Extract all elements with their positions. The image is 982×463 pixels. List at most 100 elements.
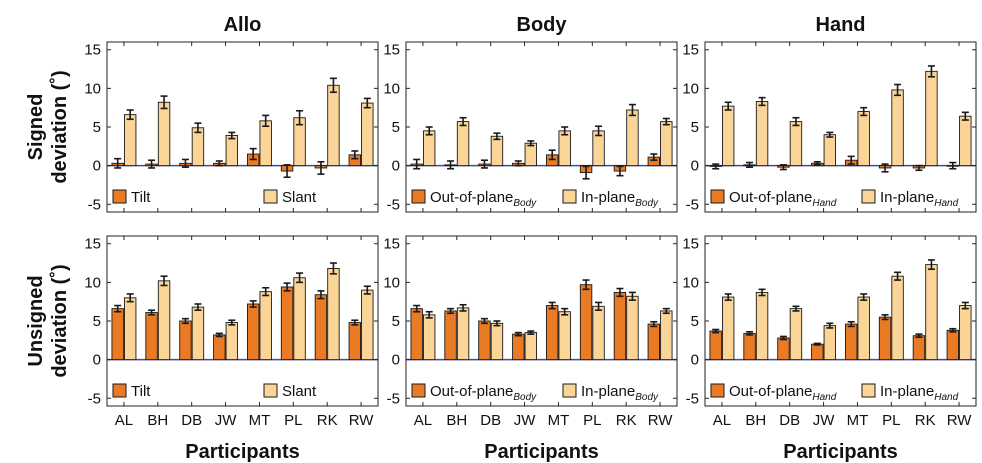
bar-a-RW [946, 329, 960, 361]
bar-b-MT [259, 291, 272, 361]
bar-b-RK [327, 84, 340, 167]
bar-b-PL [891, 89, 904, 167]
bar-b-RK [925, 264, 938, 361]
legend-label-main: Out-of-plane [729, 383, 812, 400]
x-tick-label: RW [349, 412, 375, 429]
y-tick-label: 5 [93, 313, 101, 330]
x-tick-label: MT [548, 412, 570, 429]
bar-a-AL [709, 330, 722, 361]
y-tick-label: -5 [88, 196, 101, 213]
legend-label-main: Out-of-plane [430, 383, 513, 400]
legend-label: Out-of-planeBody [430, 189, 537, 209]
legend-label-main: In-plane [880, 383, 934, 400]
x-tick-label: BH [745, 412, 766, 429]
bar-b-RW [660, 310, 673, 361]
chart-title: Body [517, 14, 568, 36]
legend-label-subscript: Hand [812, 198, 836, 209]
y-axis-label-signed: Signed deviation (˚) [25, 70, 71, 183]
bar-b-BH [456, 121, 470, 167]
bar-b-JW [225, 135, 239, 167]
y-tick-label: 10 [682, 80, 699, 97]
x-axis-label: Participants [783, 441, 897, 463]
y-tick-label: 0 [392, 352, 400, 369]
y-tick-label: -5 [387, 390, 400, 407]
y-tick-label: 0 [93, 352, 101, 369]
bar-b-RW [959, 115, 972, 167]
bar-a-DB [777, 337, 790, 361]
legend-label-subscript: Hand [812, 392, 836, 403]
x-tick-label: JW [215, 412, 238, 429]
x-axis-label: Participants [484, 441, 598, 463]
y-tick-label: 10 [383, 274, 400, 291]
legend-label-subscript: Body [635, 392, 659, 403]
y-tick-label: 5 [691, 119, 699, 136]
x-tick-label: PL [583, 412, 601, 429]
bar-b-JW [524, 332, 538, 361]
legend-label-main: In-plane [581, 189, 635, 206]
x-axis-label: Participants [185, 441, 299, 463]
legend-swatch [562, 189, 577, 204]
bar-b-RK [925, 70, 938, 167]
bar-a-DB [478, 320, 491, 361]
x-tick-label: BH [147, 412, 168, 429]
x-tick-label: PL [284, 412, 302, 429]
bar-a-PL [878, 316, 892, 361]
y-tick-label: 0 [392, 158, 400, 175]
legend-label-subscript: Body [513, 392, 537, 403]
y-tick-label: 10 [84, 274, 101, 291]
x-tick-label: MT [249, 412, 271, 429]
bar-b-AL [721, 105, 735, 167]
bar-b-PL [891, 275, 904, 361]
legend-label-main: Tilt [131, 189, 151, 206]
bar-b-PL [293, 277, 306, 361]
x-tick-label: RK [616, 412, 637, 429]
bar-b-RK [626, 109, 639, 167]
bar-b-BH [157, 101, 171, 167]
legend-label: In-planeHand [880, 383, 959, 403]
bar-b-AL [123, 297, 137, 361]
bar-b-DB [490, 135, 504, 167]
bar-b-MT [857, 296, 870, 361]
bar-b-BH [157, 280, 171, 361]
y-axis-label-line: deviation (˚) [48, 264, 71, 377]
legend-label-subscript: Hand [934, 392, 958, 403]
bar-a-RK [314, 294, 328, 361]
bar-b-JW [823, 325, 837, 361]
bar-a-JW [512, 333, 525, 361]
bar-b-JW [823, 134, 837, 167]
legend-label-subscript: Body [635, 198, 659, 209]
bar-b-DB [191, 127, 205, 167]
bar-a-MT [545, 305, 559, 361]
y-tick-label: 0 [93, 158, 101, 175]
bar-a-RK [912, 335, 926, 361]
bar-b-DB [789, 308, 803, 361]
y-tick-label: -5 [387, 196, 400, 213]
bar-a-PL [579, 284, 593, 361]
y-tick-label: 0 [691, 158, 699, 175]
y-tick-label: 15 [84, 236, 101, 253]
bar-b-RW [660, 121, 673, 167]
bar-b-BH [755, 101, 769, 167]
legend-label: Out-of-planeHand [729, 383, 837, 403]
y-tick-label: -5 [686, 390, 699, 407]
legend-swatch [710, 383, 725, 398]
bar-b-RK [626, 295, 639, 361]
bar-a-MT [844, 323, 858, 361]
bar-a-DB [179, 320, 192, 361]
x-tick-label: DB [779, 412, 800, 429]
y-tick-label: 5 [691, 313, 699, 330]
bar-a-RW [647, 323, 661, 361]
y-tick-label: 15 [682, 236, 699, 253]
x-tick-label: DB [480, 412, 501, 429]
y-axis-label-line: Signed [25, 94, 47, 161]
legend-label-main: Slant [282, 189, 317, 206]
bar-b-MT [558, 311, 571, 361]
legend-label-main: Out-of-plane [729, 189, 812, 206]
y-tick-label: 15 [383, 236, 400, 253]
x-tick-label: JW [514, 412, 537, 429]
chart-panel-unsigned-1: -5 0 5 10 15 AL BH DB JW MT PL RK RW Tilt Slant Partici… [84, 235, 379, 463]
legend-swatch [263, 383, 278, 398]
